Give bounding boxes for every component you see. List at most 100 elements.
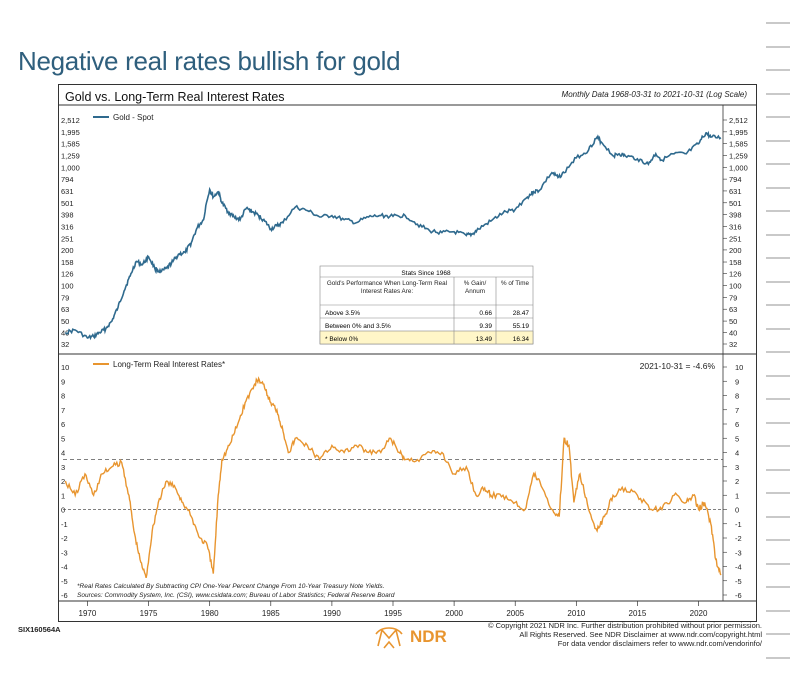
stats-row-gain: 9.39 <box>479 323 492 330</box>
x-tick-label: 1995 <box>384 609 402 618</box>
rate-tick-label-right: -1 <box>735 520 742 529</box>
gold-tick-label-left: 316 <box>61 222 74 231</box>
stats-header-gain: % Gain/ Annum <box>463 280 487 295</box>
gold-tick-label-left: 32 <box>61 340 69 349</box>
side-rule <box>766 233 790 236</box>
rates-series-line <box>64 376 722 579</box>
gold-tick-label-left: 158 <box>61 258 74 267</box>
side-rule <box>766 280 790 283</box>
stats-row-label: * Below 0% <box>325 336 358 343</box>
stats-row-time: 16.34 <box>513 336 530 343</box>
side-rule <box>766 539 790 541</box>
chart-id: SIX160564A <box>18 625 61 634</box>
ndr-logo-text: NDR <box>410 627 447 646</box>
rates-legend: Long-Term Real Interest Rates* <box>93 360 225 369</box>
gold-tick-label-left: 398 <box>61 211 74 220</box>
side-rule <box>766 398 790 400</box>
rate-tick-label-right: -2 <box>735 534 742 543</box>
gold-tick-label-right: 2,512 <box>729 116 748 125</box>
rate-tick-label-left: 9 <box>61 377 65 386</box>
chart-title: Gold vs. Long-Term Real Interest Rates <box>65 90 285 104</box>
x-axis: 1970 1975 1980 1985 1990 1995 2000 2005 2010 2015… <box>79 601 708 618</box>
side-rule <box>766 304 790 306</box>
gold-axis: 2,512 2,512 1,995 1,995 1,585 1,585 1,259 1,259… <box>61 116 748 349</box>
side-rule <box>766 45 790 48</box>
side-rule <box>766 562 790 565</box>
rate-tick-label-right: 8 <box>735 392 739 401</box>
stats-header-condition: Gold's Performance When Long-Term Real I… <box>326 280 448 295</box>
gold-tick-label-right: 158 <box>729 258 742 267</box>
copyright-line: All Rights Reserved. See NDR Disclaimer … <box>519 630 762 639</box>
gold-tick-label-left: 63 <box>61 305 69 314</box>
page-headline: Negative real rates bullish for gold <box>18 46 401 76</box>
gold-tick-label-right: 63 <box>729 305 737 314</box>
gold-tick-label-left: 100 <box>61 282 74 291</box>
stats-table: Stats Since 1968 Gold's Performance When… <box>319 265 534 345</box>
x-tick-label: 2000 <box>445 609 463 618</box>
gold-tick-label-right: 100 <box>729 282 742 291</box>
gold-tick-label-right: 251 <box>729 234 742 243</box>
rates-legend-label: Long-Term Real Interest Rates* <box>113 360 225 369</box>
gold-tick-label-right: 200 <box>729 246 742 255</box>
gold-tick-label-right: 316 <box>729 222 742 231</box>
copyright-line: © Copyright 2021 NDR Inc. Further distri… <box>488 621 762 630</box>
gold-tick-label-left: 2,512 <box>61 116 80 125</box>
gold-tick-label-left: 1,000 <box>61 163 80 172</box>
side-rule <box>766 515 790 518</box>
rate-tick-label-left: 8 <box>61 392 65 401</box>
rates-annotation: 2021-10-31 = -4.6% <box>640 361 716 371</box>
stats-row-gain: 0.66 <box>479 310 492 317</box>
x-tick-label: 1985 <box>262 609 280 618</box>
gold-tick-label-left: 126 <box>61 270 74 279</box>
side-rule <box>766 656 790 659</box>
rate-tick-label-left: -2 <box>61 534 68 543</box>
rate-tick-label-right: 0 <box>735 506 739 515</box>
side-rule <box>766 69 790 71</box>
rate-tick-label-right: 4 <box>735 449 739 458</box>
rate-tick-label-left: 10 <box>61 363 69 372</box>
rate-tick-label-left: 7 <box>61 406 65 415</box>
x-tick-label: 1970 <box>79 609 97 618</box>
rate-tick-label-left: 2 <box>61 477 65 486</box>
rate-tick-label-left: 0 <box>61 506 65 515</box>
rate-tick-label-right: 6 <box>735 420 739 429</box>
stats-row-time: 28.47 <box>513 310 530 317</box>
x-tick-label: 1990 <box>323 609 341 618</box>
gold-legend-label: Gold - Spot <box>113 113 154 122</box>
gold-tick-label-right: 794 <box>729 175 742 184</box>
side-rule <box>766 116 790 118</box>
rate-tick-label-left: 3 <box>61 463 65 472</box>
stats-highlight-row <box>319 330 534 345</box>
chart-frame: Gold vs. Long-Term Real Interest Rates M… <box>58 84 757 622</box>
gold-series-line <box>64 130 722 341</box>
gold-legend: Gold - Spot <box>93 113 154 122</box>
gold-tick-label-right: 501 <box>729 199 742 208</box>
gold-tick-label-right: 1,259 <box>729 151 748 160</box>
stats-title: Stats Since 1968 <box>401 270 451 277</box>
chart-svg: Gold vs. Long-Term Real Interest Rates M… <box>59 90 756 618</box>
gold-tick-label-left: 631 <box>61 187 74 196</box>
rate-tick-label-right: 10 <box>735 363 743 372</box>
side-rule <box>766 139 790 142</box>
side-rule <box>766 210 790 212</box>
gold-tick-label-left: 1,585 <box>61 140 80 149</box>
gold-tick-label-left: 501 <box>61 199 74 208</box>
gold-tick-label-right: 1,585 <box>729 140 748 149</box>
x-tick-label: 1975 <box>140 609 158 618</box>
rate-axis: 10 109 98 87 76 65 54 43 32 21 10 0-1 -1-2 -2-3 -3-4 -4… <box>61 105 743 601</box>
gold-tick-label-left: 1,259 <box>61 151 80 160</box>
rate-tick-label-left: -1 <box>61 520 68 529</box>
gold-tick-label-right: 126 <box>729 270 742 279</box>
side-rule <box>766 163 790 165</box>
side-rule <box>766 257 790 259</box>
gold-tick-label-right: 32 <box>729 340 737 349</box>
gold-tick-label-right: 1,000 <box>729 163 748 172</box>
footnote-method: *Real Rates Calculated By Subtracting CP… <box>77 583 385 590</box>
side-rule <box>766 22 790 24</box>
x-tick-label: 2010 <box>567 609 585 618</box>
side-rule <box>766 633 790 635</box>
stats-row-label: Between 0% and 3.5% <box>325 323 391 330</box>
gold-tick-label-right: 79 <box>729 294 737 303</box>
rate-tick-label-right: 9 <box>735 377 739 386</box>
rate-tick-label-left: -5 <box>61 577 68 586</box>
